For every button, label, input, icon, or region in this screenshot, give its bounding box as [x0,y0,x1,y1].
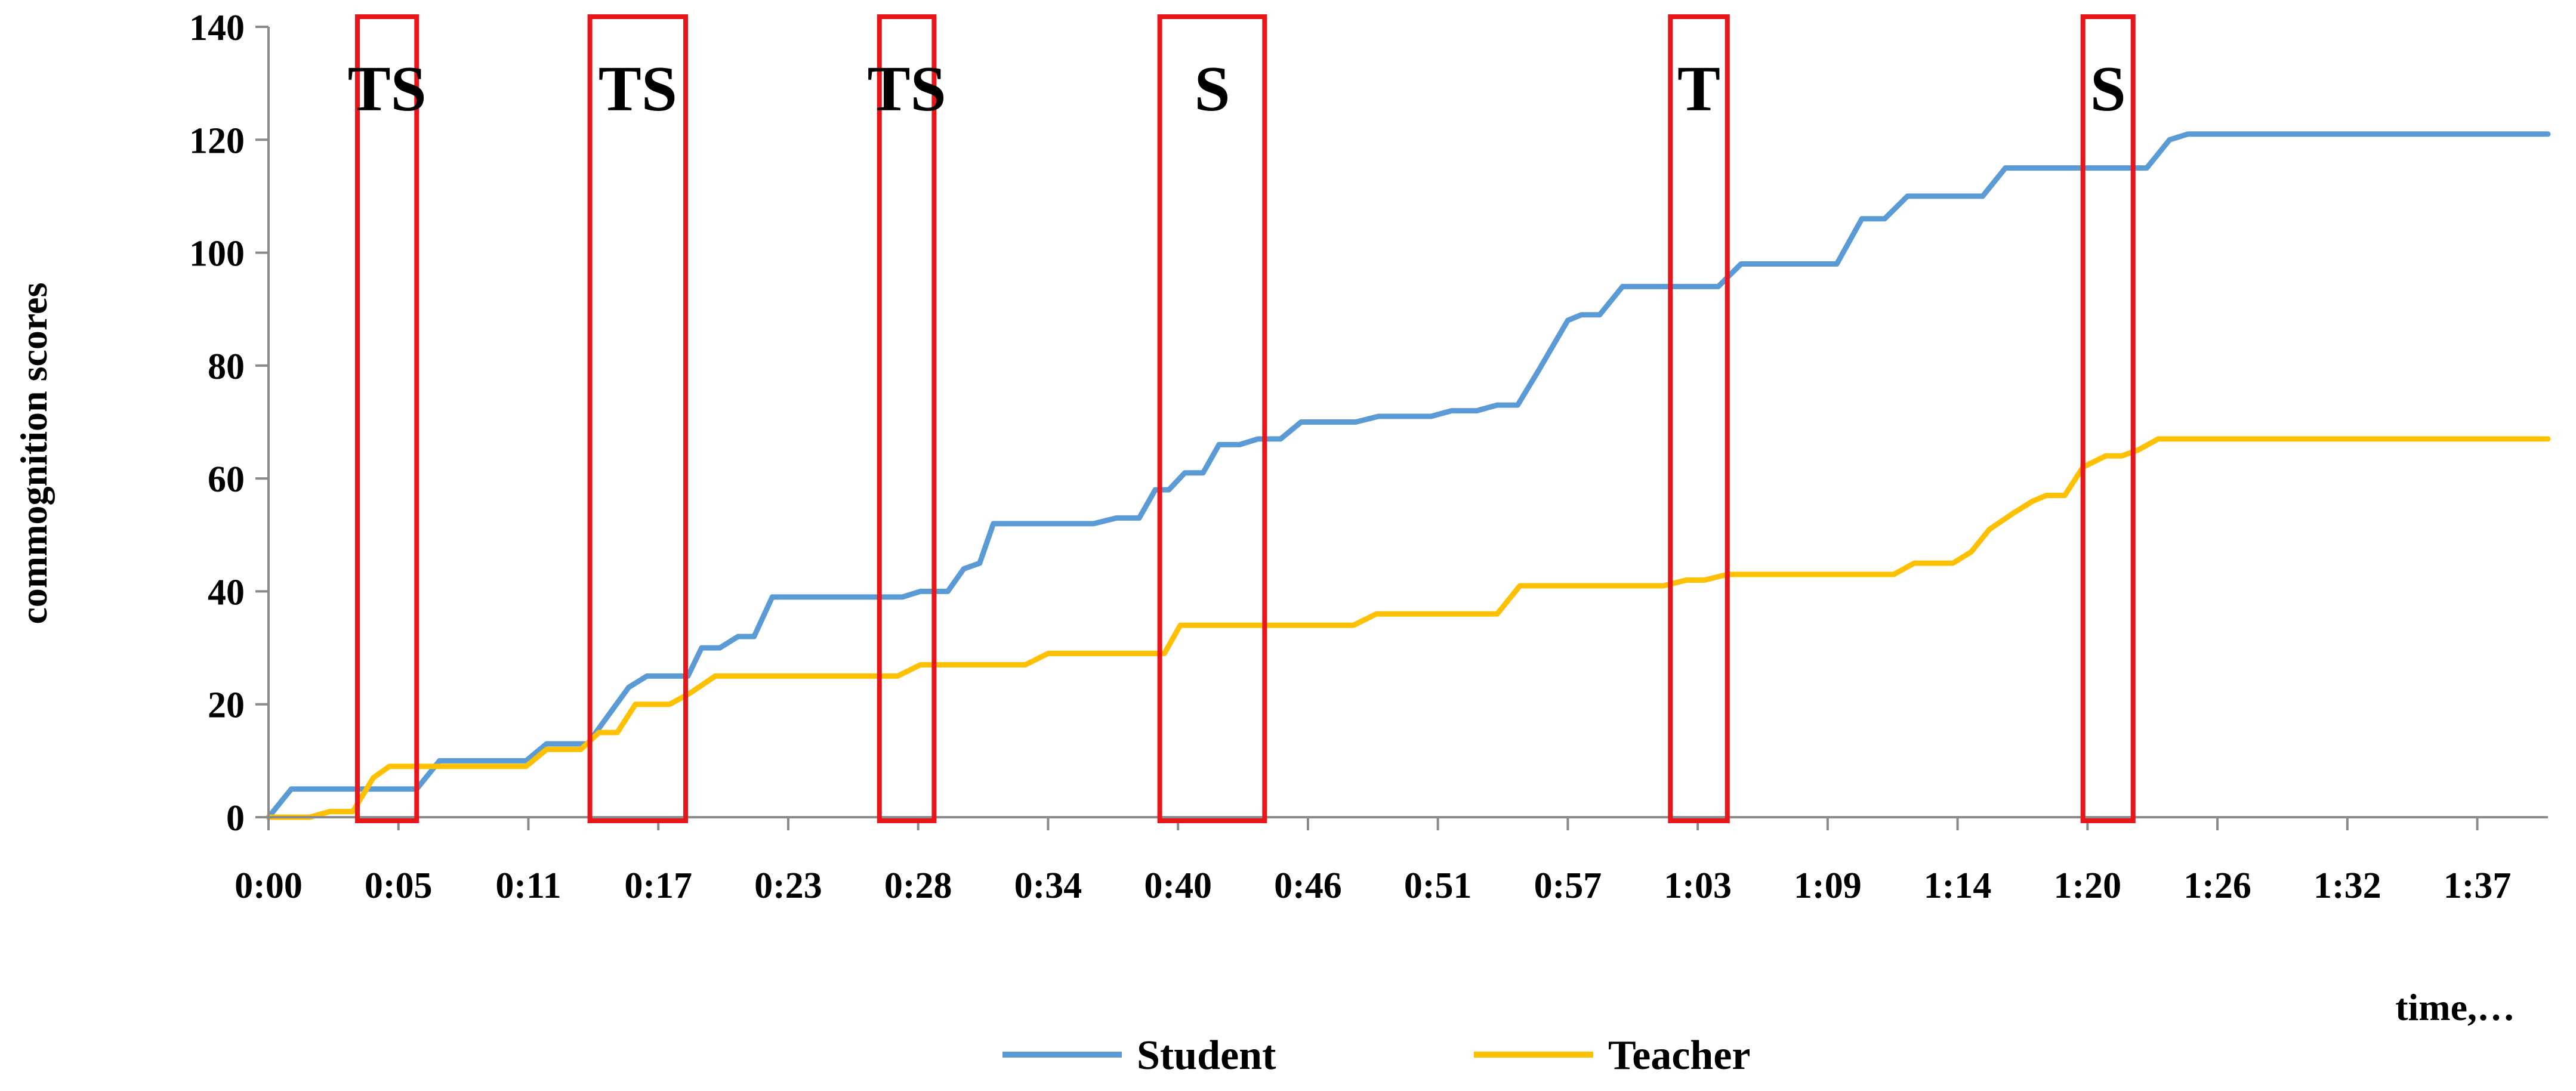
annotation-label: TS [599,54,677,125]
x-tick-label: 0:28 [884,866,952,906]
annotation-label: S [1194,54,1230,125]
x-tick-label: 0:40 [1144,866,1212,906]
annotation-label: TS [348,54,427,125]
x-tick-label: 1:26 [2183,866,2251,906]
y-tick-label: 120 [189,120,245,161]
y-tick-label: 140 [189,8,245,48]
y-tick-label: 100 [189,234,245,274]
series-line-teacher [266,436,2551,820]
x-tick-label: 0:05 [365,866,433,906]
series-line-student [266,131,2551,820]
y-tick-label: 60 [208,459,245,500]
x-tick-label: 0:57 [1534,866,1602,906]
x-tick-label: 1:37 [2444,866,2512,906]
x-tick-label: 0:00 [235,866,303,906]
tick-labels: 0 20 40 60 80 100 120 140 0:00 0:05 0:11 0:17 0:23 0:… [189,8,2511,906]
y-tick-label: 0 [226,798,245,839]
y-tick-label: 40 [208,572,245,613]
annotation-label: T [1677,54,1720,125]
x-tick-label: 1:32 [2313,866,2381,906]
x-tick-label: 0:51 [1404,866,1472,906]
annotation-box [2080,14,2136,823]
annotation-box [1157,14,1267,823]
annotation-layer: TS TS TS S T S [348,14,2136,823]
x-tick-label: 0:11 [495,866,561,906]
legend-label-teacher: Teacher [1608,1033,1750,1078]
annotation-label: TS [868,54,946,125]
legend: Student Teacher [1002,1033,1750,1078]
x-tick-label: 0:46 [1274,866,1342,906]
annotation-box [354,14,419,823]
y-tick-label: 20 [208,685,245,726]
x-tick-label: 0:23 [754,866,822,906]
axes-layer [255,26,2548,830]
y-axis-label: commognition scores [13,283,55,625]
annotation-box [877,14,937,823]
annotation-box [1668,14,1730,823]
series-layer [266,131,2551,820]
x-tick-label: 0:34 [1014,866,1082,906]
x-tick-label: 1:20 [2054,866,2122,906]
annotation-label: S [2090,54,2126,125]
annotation-box [587,14,689,823]
y-tick-label: 80 [208,347,245,387]
x-tick-label: 1:03 [1664,866,1732,906]
x-tick-label: 0:17 [624,866,692,906]
x-tick-label: 1:09 [1794,866,1862,906]
legend-label-student: Student [1137,1033,1276,1078]
x-axis-label: time,… [2395,986,2515,1028]
x-tick-label: 1:14 [1924,866,1992,906]
